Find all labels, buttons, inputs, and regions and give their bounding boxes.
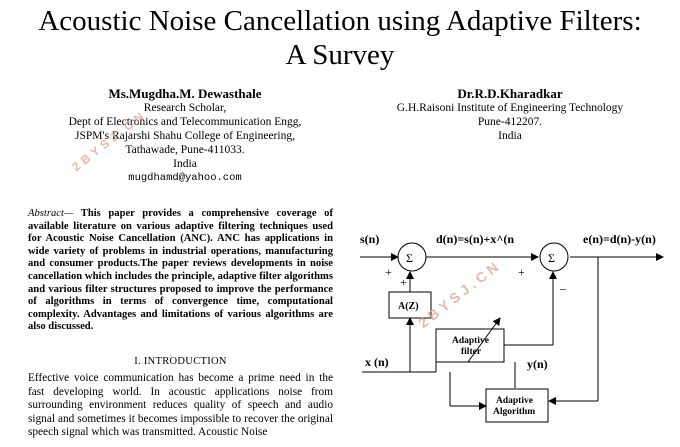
- label-d: d(n)=s(n)+x^(n: [436, 232, 514, 246]
- plus-sign-1: +: [385, 265, 392, 279]
- adaptive-filter-block: [435, 328, 505, 363]
- author-email: mugdhamd@yahoo.com: [128, 172, 242, 184]
- author-affiliation-line: G.H.Raisoni Institute of Engineering Tec…: [396, 102, 624, 114]
- sum-symbol-1: Σ: [406, 251, 413, 265]
- adaptive-algorithm-block: [485, 388, 549, 423]
- minus-sign: –: [559, 281, 567, 295]
- author-affiliation-line: Research Scholar,: [143, 102, 227, 114]
- author-affiliation-line: JSPM's Rajarshi Shahu College of Enginee…: [75, 130, 295, 142]
- section-heading: I. INTRODUCTION: [134, 356, 227, 367]
- author-block-1: Ms.Mugdha.M. Dewasthale Research Scholar…: [20, 86, 350, 185]
- label-y: y(n): [527, 357, 548, 371]
- algorithm-label-1: Adaptive: [496, 396, 533, 406]
- az-block: [388, 291, 432, 319]
- algorithm-label-2: Algorithm: [493, 407, 535, 417]
- abstract-text: This paper provides a comprehensive cove…: [28, 208, 333, 333]
- abstract-lead: Abstract—: [28, 208, 74, 219]
- author-affiliation-line: India: [173, 158, 197, 170]
- label-x: x (n): [365, 355, 389, 369]
- author-block-2: Dr.R.D.Kharadkar G.H.Raisoni Institute o…: [360, 86, 660, 143]
- paper-title-line-2: A Survey: [285, 39, 395, 71]
- sum-symbol-2: Σ: [548, 251, 555, 265]
- author-affiliation-line: Pune-412207.: [477, 116, 543, 128]
- adaptation-arrow: [467, 317, 501, 363]
- section-body-text: Effective voice communication has become…: [28, 372, 333, 439]
- summing-junction-1: [397, 242, 427, 272]
- abstract: Abstract— This paper provides a comprehe…: [28, 208, 333, 334]
- author-name: Dr.R.D.Kharadkar: [457, 86, 563, 101]
- summing-junction-2: [539, 242, 569, 272]
- az-label: A(Z): [398, 301, 419, 312]
- author-affiliation-line: Tathawade, Pune-411033.: [125, 144, 245, 156]
- plus-sign-2: +: [400, 275, 407, 289]
- author-affiliation-line: Dept of Electronics and Telecommunicatio…: [68, 116, 302, 128]
- label-e: e(n)=d(n)-y(n): [583, 232, 656, 246]
- plus-sign-3: +: [518, 265, 525, 279]
- paper-title-line-1: Acoustic Noise Cancellation using Adapti…: [38, 5, 642, 37]
- author-name: Ms.Mugdha.M. Dewasthale: [108, 86, 262, 101]
- author-affiliation-line: India: [498, 130, 522, 142]
- filter-label-2: filter: [461, 347, 482, 357]
- label-s: s(n): [360, 232, 379, 246]
- filter-label-1: Adaptive: [452, 336, 489, 346]
